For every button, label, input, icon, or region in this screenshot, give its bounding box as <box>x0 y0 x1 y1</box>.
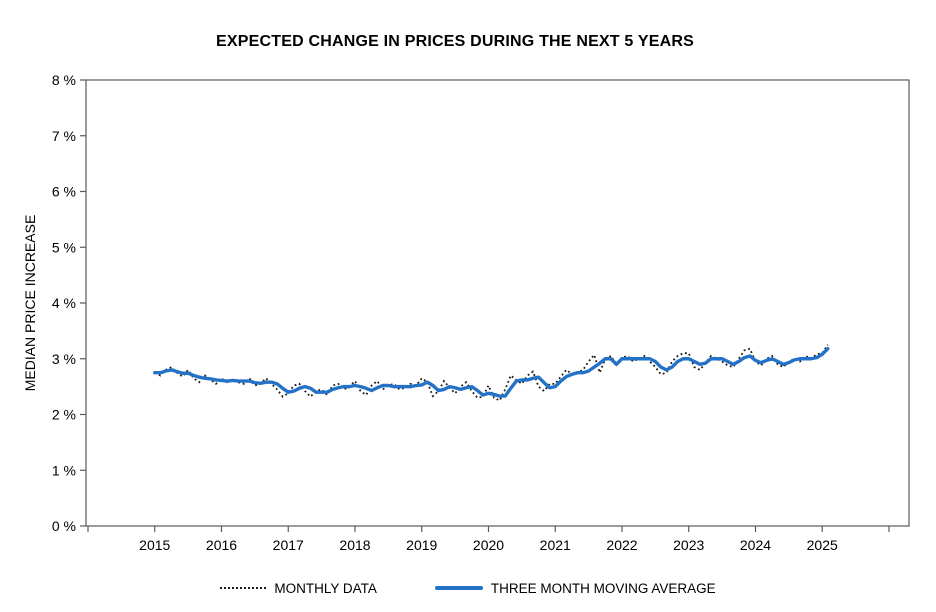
x-tick-label: 2019 <box>406 537 437 553</box>
y-tick-label: 8 % <box>52 72 76 88</box>
legend-item-monthly-data: MONTHLY DATA <box>220 581 377 596</box>
y-tick-label: 3 % <box>52 351 76 367</box>
y-tick-label: 6 % <box>52 184 76 200</box>
y-tick-label: 5 % <box>52 239 76 255</box>
x-tick-label: 2023 <box>673 537 704 553</box>
x-tick-label: 2016 <box>206 537 237 553</box>
legend-label-moving-average: THREE MONTH MOVING AVERAGE <box>490 580 716 596</box>
x-tick-label: 2022 <box>606 537 637 553</box>
x-tick-label: 2025 <box>807 537 838 553</box>
x-tick-label: 2017 <box>273 537 304 553</box>
x-tick-label: 2021 <box>540 537 571 553</box>
moving-average-line <box>153 347 830 398</box>
y-tick-label: 7 % <box>52 128 76 144</box>
plot-frame <box>85 79 910 527</box>
y-tick-label: 0 % <box>52 518 76 534</box>
chart-title: EXPECTED CHANGE IN PRICES DURING THE NEX… <box>215 33 695 50</box>
y-tick-label: 1 % <box>52 462 76 478</box>
dotted-line-swatch <box>220 587 267 589</box>
x-tick-label: 2015 <box>139 537 170 553</box>
legend-label-monthly-data: MONTHLY DATA <box>274 580 377 596</box>
x-tick-label: 2024 <box>740 537 771 553</box>
y-tick-label: 4 % <box>52 295 76 311</box>
legend: MONTHLY DATA THREE MONTH MOVING AVERAGE <box>0 576 936 600</box>
y-tick-label: 2 % <box>52 407 76 423</box>
legend-item-moving-average: THREE MONTH MOVING AVERAGE <box>434 580 716 596</box>
solid-line-swatch <box>434 586 483 590</box>
x-tick-label: 2020 <box>473 537 504 553</box>
x-tick-label: 2018 <box>339 537 370 553</box>
monthly-data-line <box>154 344 829 402</box>
